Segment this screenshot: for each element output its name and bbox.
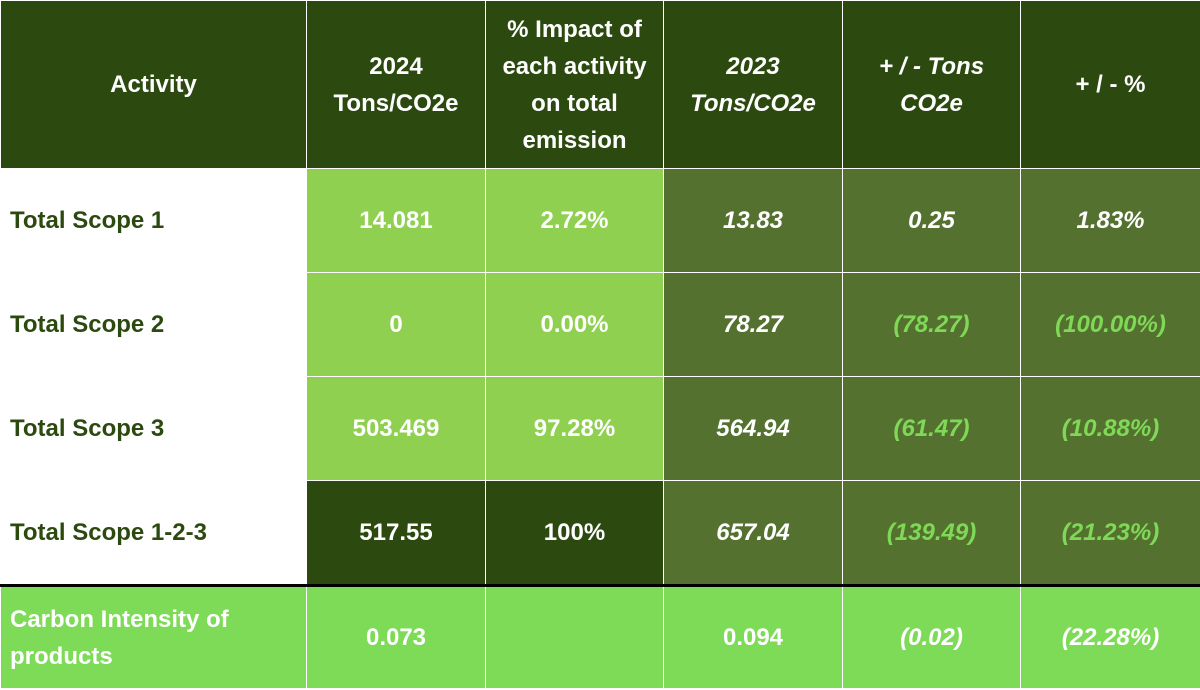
diff-tons-cell: (78.27) [842,272,1021,377]
tons-2024-cell: 0 [306,272,486,377]
tons-2024-cell: 503.469 [306,376,486,481]
activity-cell: Carbon Intensity of products [0,584,307,689]
carbon-intensity-row: Carbon Intensity of products 0.073 0.094… [0,584,1200,689]
impact-cell: 100% [485,480,664,586]
activity-cell: Total Scope 3 [0,376,307,481]
diff-pct-cell: (10.88%) [1020,376,1200,481]
diff-pct-cell: (100.00%) [1020,272,1200,377]
diff-tons-cell: (0.02) [842,584,1021,689]
tons-2024-cell: 517.55 [306,480,486,586]
activity-cell: Total Scope 1-2-3 [0,480,307,586]
table-row: Total Scope 1 14.081 2.72% 13.83 0.25 1.… [0,168,1200,273]
impact-cell: 0.00% [485,272,664,377]
diff-pct-cell: (22.28%) [1020,584,1200,689]
activity-cell: Total Scope 2 [0,272,307,377]
impact-cell [485,584,664,689]
tons-2023-cell: 13.83 [663,168,843,273]
activity-cell: Total Scope 1 [0,168,307,273]
tons-2024-cell: 0.073 [306,584,486,689]
diff-tons-cell: (139.49) [842,480,1021,586]
header-activity: Activity [0,0,307,169]
table-row: Total Scope 2 0 0.00% 78.27 (78.27) (100… [0,272,1200,377]
impact-cell: 2.72% [485,168,664,273]
tons-2023-cell: 564.94 [663,376,843,481]
header-diff-pct: + / - % [1020,0,1200,169]
diff-pct-cell: (21.23%) [1020,480,1200,586]
tons-2024-cell: 14.081 [306,168,486,273]
impact-cell: 97.28% [485,376,664,481]
header-impact: % Impact of each activity on total emiss… [485,0,664,169]
header-2023-tons: 2023 Tons/CO2e [663,0,843,169]
header-2024-tons: 2024 Tons/CO2e [306,0,486,169]
header-row: Activity 2024 Tons/CO2e % Impact of each… [0,0,1200,169]
diff-tons-cell: (61.47) [842,376,1021,481]
tons-2023-cell: 657.04 [663,480,843,586]
diff-pct-cell: 1.83% [1020,168,1200,273]
header-diff-tons: + / - Tons CO2e [842,0,1021,169]
table-row: Total Scope 3 503.469 97.28% 564.94 (61.… [0,376,1200,481]
table-row: Total Scope 1-2-3 517.55 100% 657.04 (13… [0,480,1200,586]
tons-2023-cell: 78.27 [663,272,843,377]
tons-2023-cell: 0.094 [663,584,843,689]
diff-tons-cell: 0.25 [842,168,1021,273]
